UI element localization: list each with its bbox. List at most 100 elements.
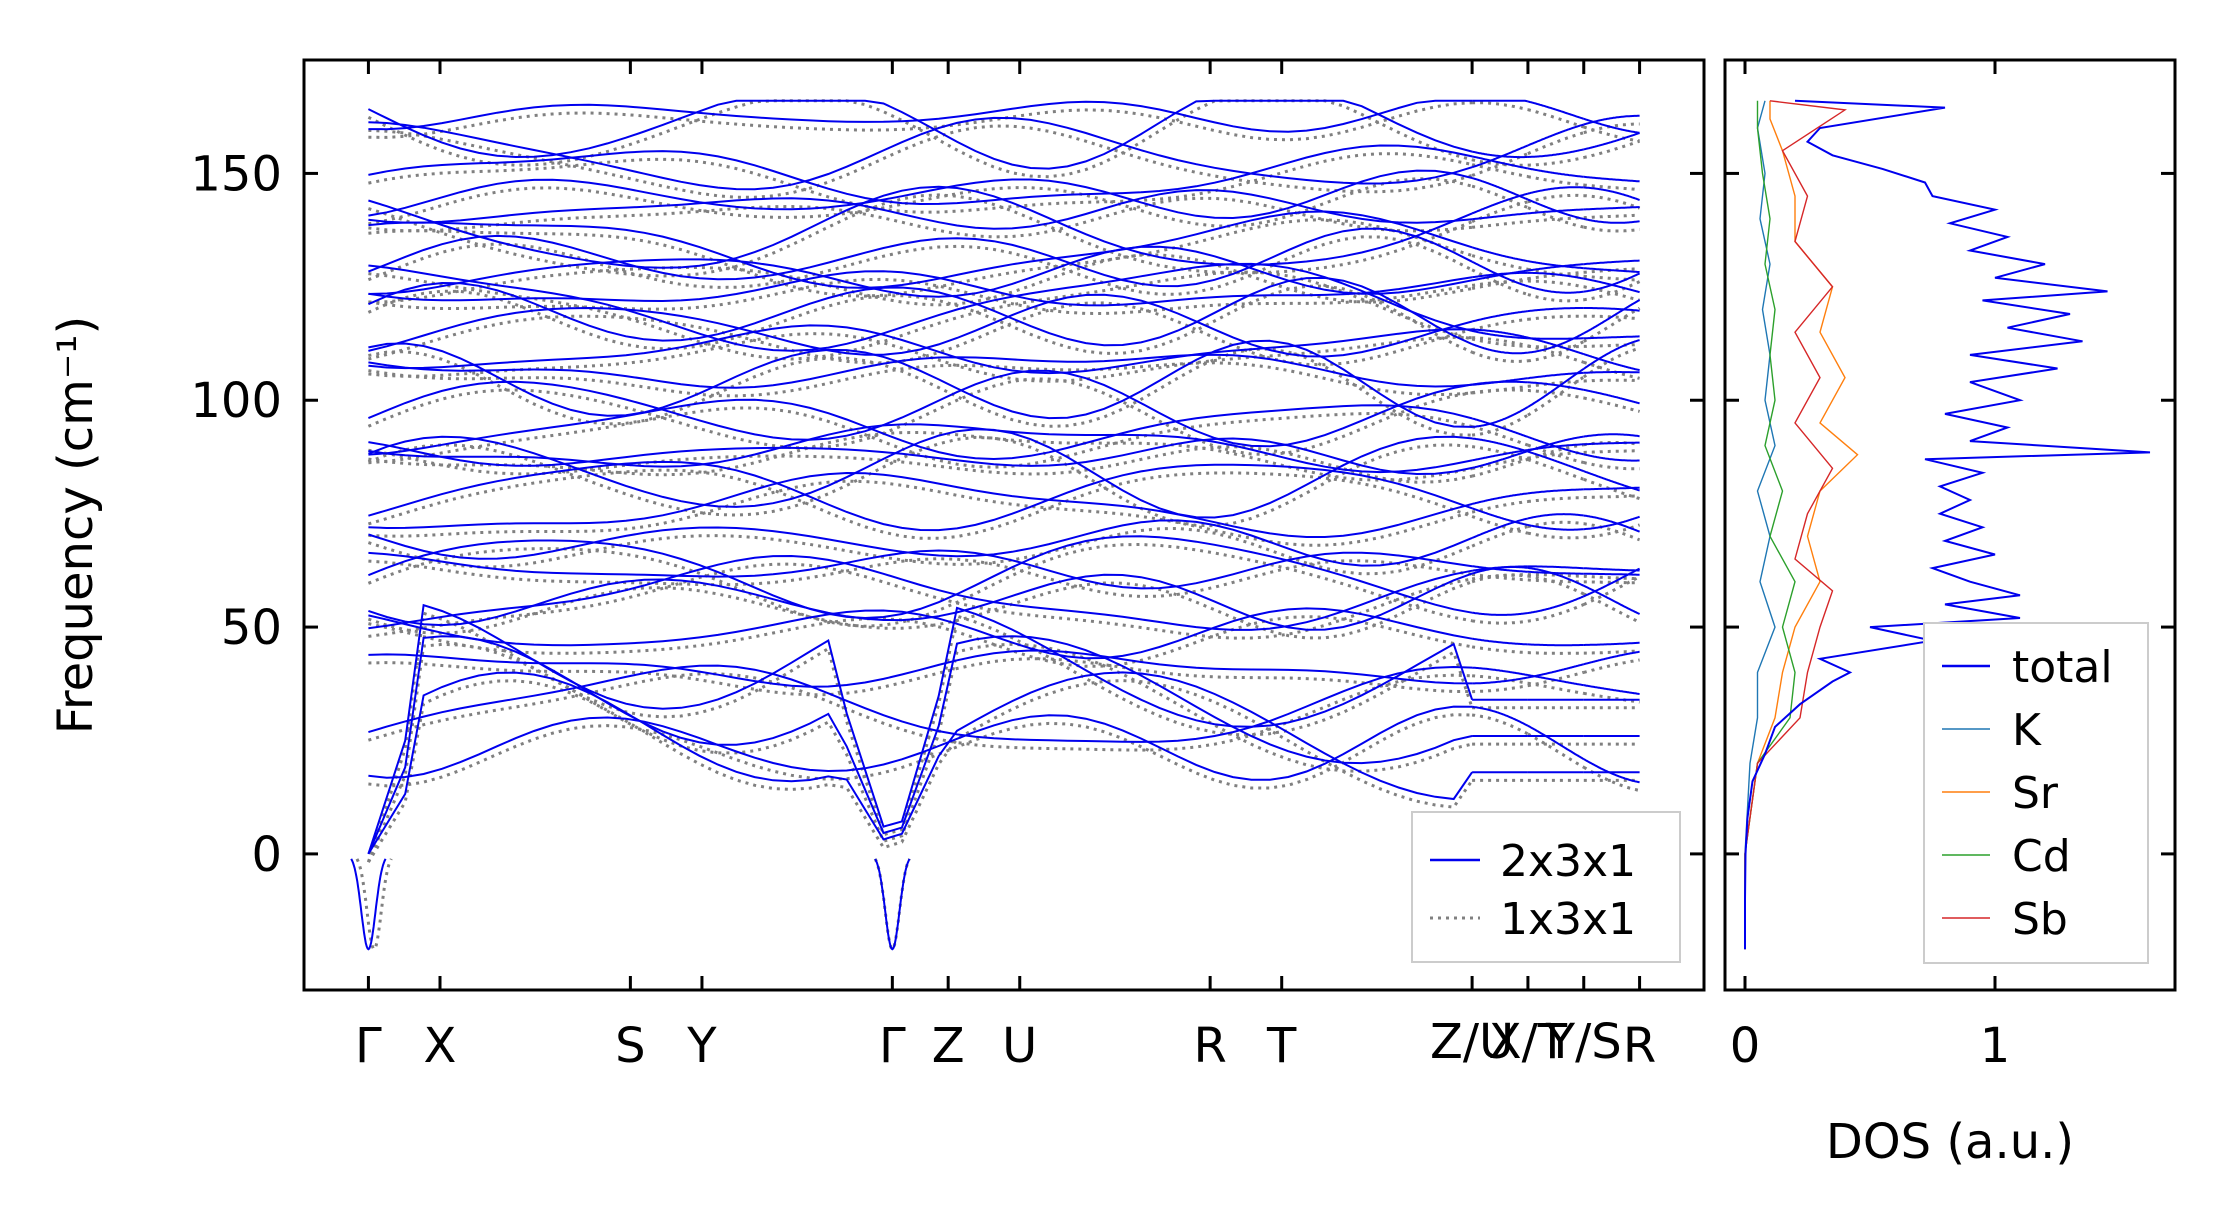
band-line-2x3x1 — [1583, 388, 1640, 405]
band-line-1x3x1 — [1583, 592, 1641, 624]
band-line-2x3x1 — [368, 210, 1473, 289]
band-line-1x3x1 — [1471, 254, 1529, 271]
band-line-2x3x1 — [1471, 343, 1528, 355]
band-plot-frame — [302, 58, 1706, 992]
band-line-2x3x1 — [368, 185, 1473, 269]
band-line-2x3x1 — [1527, 570, 1584, 575]
dos-line-k — [1744, 100, 1776, 950]
band-line-1x3x1 — [1527, 520, 1584, 529]
band-line-1x3x1 — [1527, 379, 1584, 388]
band-line-1x3x1 — [1527, 574, 1585, 596]
band-line-2x3x1 — [1583, 515, 1641, 531]
band-line-1x3x1 — [368, 479, 1473, 547]
band-line-2x3x1 — [1471, 212, 1528, 221]
band-line-2x3x1 — [368, 144, 1473, 206]
band-line-2x3x1 — [367, 671, 1473, 855]
band-line-1x3x1 — [1583, 183, 1640, 191]
band-line-1x3x1 — [1527, 651, 1584, 655]
band-line-1x3x1 — [1472, 336, 1529, 348]
band-line-2x3x1 — [1471, 417, 1529, 438]
band-line-2x3x1 — [1527, 100, 1585, 120]
band-line-2x3x1 — [368, 324, 1473, 375]
band-line-1x3x1 — [1471, 220, 1529, 229]
band-line-1x3x1 — [1583, 280, 1641, 302]
band-line-2x3x1 — [1583, 567, 1640, 572]
band-line-1x3x1 — [1527, 216, 1584, 223]
band-line-1x3x1 — [1472, 684, 1529, 694]
band-line-2x3x1 — [367, 603, 1474, 855]
band-line-1x3x1 — [1527, 573, 1584, 578]
x-tick-label: Y — [686, 1018, 717, 1074]
band-line-1x3x1 — [366, 611, 1474, 863]
band-line-2x3x1 — [1471, 150, 1528, 159]
band-line-2x3x1 — [368, 227, 1473, 288]
band-line-2x3x1 — [1527, 271, 1584, 280]
x-tick-label: Y/S — [1545, 1014, 1622, 1070]
legend-label-2x3x1: 2x3x1 — [1500, 836, 1636, 887]
band-line-2x3x1 — [1583, 514, 1641, 533]
band-line-2x3x1 — [1583, 470, 1640, 492]
band-line-1x3x1 — [1583, 574, 1640, 581]
band-line-1x3x1 — [1527, 156, 1585, 167]
band-line-2x3x1 — [1471, 177, 1529, 201]
x-tick-label: R — [1193, 1018, 1226, 1074]
band-line-1x3x1 — [1583, 523, 1641, 539]
band-line-2x3x1 — [1583, 206, 1640, 211]
band-line-1x3x1 — [1583, 314, 1640, 321]
band-line-1x3x1 — [1583, 580, 1640, 585]
band-line-2x3x1 — [1471, 705, 1529, 727]
legend-label-1x3x1: 1x3x1 — [1500, 894, 1636, 945]
band-line-1x3x1 — [1471, 445, 1529, 462]
band-line-2x3x1 — [1583, 567, 1641, 598]
y-tick-label: 100 — [190, 373, 282, 429]
band-line-1x3x1 — [1527, 279, 1584, 289]
band-line-2x3x1 — [1583, 339, 1640, 370]
band-line-2x3x1 — [1527, 332, 1585, 354]
band-line-2x3x1 — [1471, 666, 1529, 677]
band-line-2x3x1 — [368, 353, 1473, 389]
band-line-2x3x1 — [1471, 565, 1528, 572]
band-line-1x3x1 — [1583, 285, 1641, 302]
band-line-2x3x1 — [1527, 198, 1584, 220]
band-line-2x3x1 — [368, 607, 1473, 660]
band-line-2x3x1 — [368, 460, 1473, 532]
band-line-2x3x1 — [368, 572, 1473, 631]
band-line-1x3x1 — [1527, 496, 1584, 503]
band-y-ticks: 0 50 100 150 — [190, 146, 1704, 883]
dos-legend-label-sr: Sr — [2012, 768, 2059, 819]
band-line-2x3x1 — [1527, 566, 1585, 587]
band-line-1x3x1 — [368, 557, 1473, 599]
band-line-2x3x1 — [1527, 260, 1584, 270]
band-line-2x3x1 — [1583, 641, 1640, 646]
band-line-1x3x1 — [368, 152, 1473, 214]
band-line-1x3x1 — [1527, 293, 1584, 303]
band-line-1x3x1 — [368, 270, 1473, 361]
band-line-1x3x1 — [1583, 765, 1640, 792]
band-line-2x3x1 — [1583, 584, 1641, 615]
band-line-2x3x1 — [1583, 132, 1640, 151]
band-line-2x3x1 — [1527, 285, 1584, 294]
band-line-2x3x1 — [368, 664, 1473, 743]
band-line-1x3x1 — [1471, 413, 1529, 437]
band-line-1x3x1 — [1583, 477, 1641, 501]
band-line-1x3x1 — [1583, 378, 1640, 383]
x-tick-label: T — [1266, 1018, 1297, 1074]
band-line-1x3x1 — [1527, 458, 1585, 481]
x-tick-label: S — [615, 1018, 645, 1074]
band-line-2x3x1 — [368, 293, 1473, 358]
band-line-1x3x1 — [1583, 306, 1641, 343]
band-line-2x3x1 — [1471, 406, 1529, 428]
dos-line-sr — [1744, 100, 1859, 950]
dos-y-ticks — [1725, 171, 2175, 856]
band-line-1x3x1 — [1472, 101, 1529, 112]
dos-line-cd — [1744, 100, 1796, 950]
band-line-1x3x1 — [1471, 317, 1529, 332]
band-line-1x3x1 — [1527, 314, 1584, 321]
band-line-1x3x1 — [1583, 461, 1640, 471]
band-line-2x3x1 — [368, 549, 1473, 590]
band-line-2x3x1 — [1527, 148, 1584, 158]
band-line-2x3x1 — [368, 189, 1473, 230]
band-line-2x3x1 — [1527, 674, 1584, 687]
y-tick-label: 150 — [190, 146, 282, 202]
